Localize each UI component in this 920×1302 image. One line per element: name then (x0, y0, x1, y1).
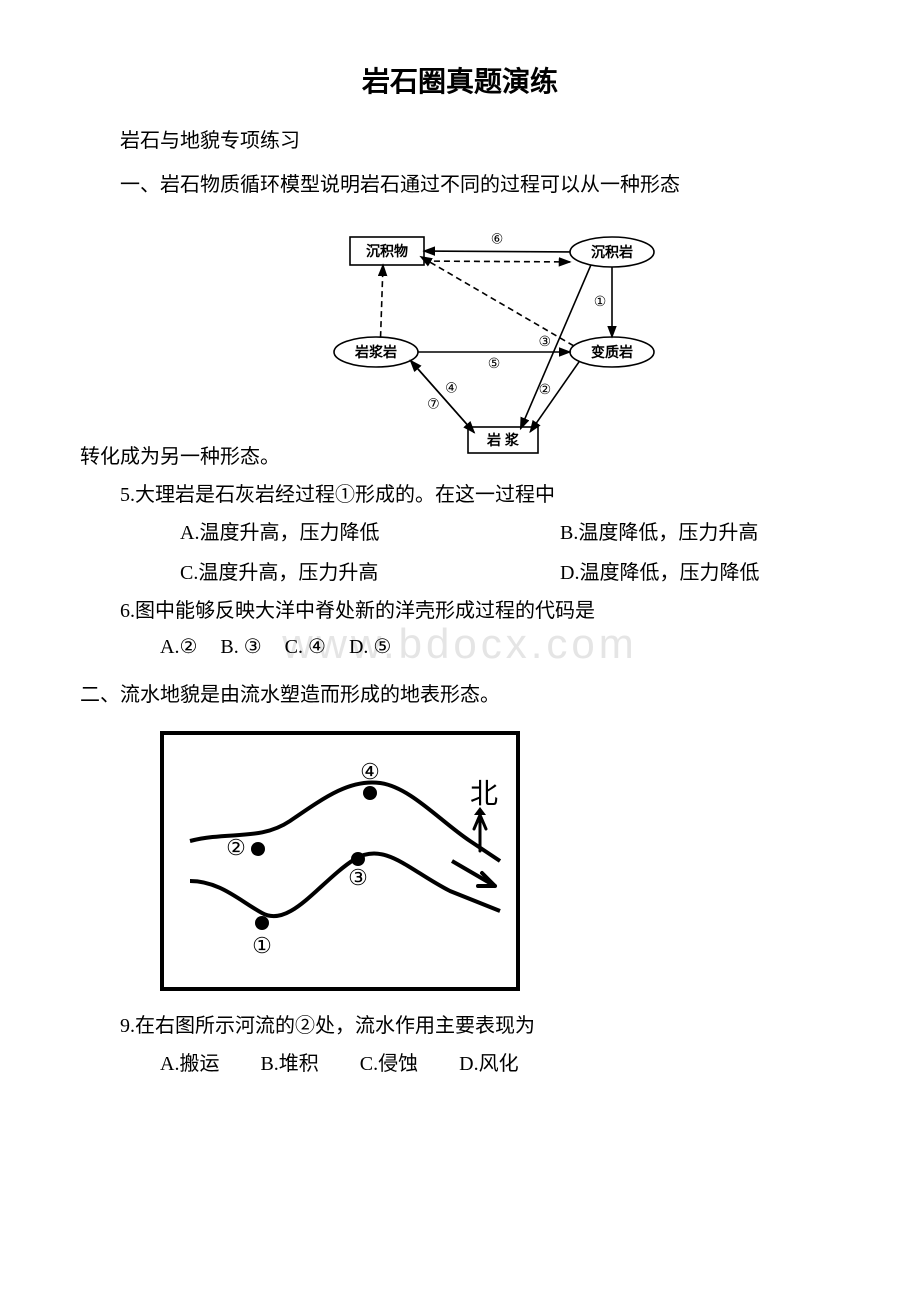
svg-text:②: ② (226, 835, 246, 860)
svg-text:⑥: ⑥ (491, 230, 504, 246)
svg-text:岩浆岩: 岩浆岩 (354, 344, 397, 360)
q9-opt-b: B.堆积 (260, 1053, 318, 1075)
q6-opts: A.② B. ③ C. ④ D. ⑤ (80, 629, 840, 665)
river-diagram: ① ② ③ ④ 北 (160, 731, 520, 991)
q5-opt-d: D.温度降低，压力降低 (460, 553, 840, 593)
q6-opt-a: A.② (160, 636, 197, 658)
svg-text:③: ③ (348, 865, 368, 890)
q5-opt-c: C.温度升高，压力升高 (80, 553, 460, 593)
q6-stem: 6.图中能够反映大洋中脊处新的洋壳形成过程的代码是 (80, 593, 840, 629)
svg-text:变质岩: 变质岩 (591, 344, 633, 360)
section1-heading: 一、岩石物质循环模型说明岩石通过不同的过程可以从一种形态 (80, 167, 840, 203)
svg-text:沉积岩: 沉积岩 (591, 244, 633, 260)
q9-opt-a: A.搬运 (160, 1053, 219, 1075)
subheading: 岩石与地貌专项练习 (80, 124, 840, 153)
svg-text:北: 北 (470, 778, 498, 809)
svg-text:①: ① (594, 293, 607, 309)
section1-tail: 转化成为另一种形态。 (80, 440, 280, 469)
q9-opt-c: C.侵蚀 (360, 1053, 418, 1075)
rock-cycle-row: 转化成为另一种形态。 沉积物 沉积岩岩浆岩 变质岩岩 浆 ⑥ ① ⑤ ③ ② ⑦④ (80, 209, 840, 469)
svg-text:岩 浆: 岩 浆 (486, 432, 520, 448)
svg-text:⑤: ⑤ (488, 355, 501, 371)
q9-stem: 9.在右图所示河流的②处，流水作用主要表现为 (80, 1008, 840, 1044)
q6-opt-d: D. ⑤ (349, 636, 391, 658)
q9-opts: A.搬运 B.堆积 C.侵蚀 D.风化 (80, 1044, 840, 1084)
svg-text:沉积物: 沉积物 (366, 243, 408, 259)
q5-opt-a: A.温度升高，压力降低 (80, 513, 460, 553)
q6-opt-b: B. ③ (220, 636, 261, 658)
q5-opts-row2: C.温度升高，压力升高 D.温度降低，压力降低 (80, 553, 840, 593)
svg-text:③: ③ (538, 333, 551, 349)
svg-text:④: ④ (445, 380, 458, 396)
rock-cycle-diagram: 沉积物 沉积岩岩浆岩 变质岩岩 浆 ⑥ ① ⑤ ③ ② ⑦④ (280, 209, 680, 469)
page-title: 岩石圈真题演练 (80, 60, 840, 100)
svg-text:②: ② (539, 381, 552, 397)
section2-heading: 二、流水地貌是由流水塑造而形成的地表形态。 (80, 677, 840, 713)
q5-opt-b: B.温度降低，压力升高 (460, 513, 840, 553)
document-content: 岩石圈真题演练 岩石与地貌专项练习 一、岩石物质循环模型说明岩石通过不同的过程可… (80, 60, 840, 1084)
svg-text:④: ④ (360, 759, 380, 784)
q5-stem: 5.大理岩是石灰岩经过程①形成的。在这一过程中 (80, 477, 840, 513)
svg-text:⑦: ⑦ (427, 396, 440, 412)
svg-text:①: ① (252, 933, 272, 958)
q6-opt-c: C. ④ (285, 636, 326, 658)
q5-opts-row1: A.温度升高，压力降低 B.温度降低，压力升高 (80, 513, 840, 553)
river-figure-wrap: ① ② ③ ④ 北 (160, 731, 840, 996)
q9-opt-d: D.风化 (459, 1053, 518, 1075)
